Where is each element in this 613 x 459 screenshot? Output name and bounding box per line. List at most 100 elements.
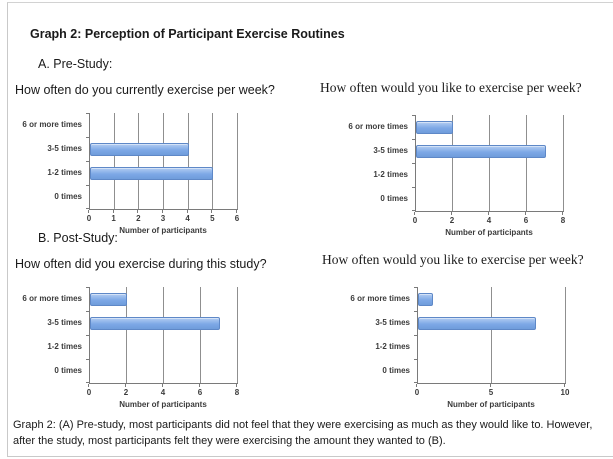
- bar-3-5-times: [90, 317, 220, 330]
- x-axis-tick: [125, 384, 126, 387]
- y-axis-tick: [86, 113, 90, 114]
- x-axis-tick: [490, 384, 491, 387]
- y-axis-tick: [412, 163, 416, 164]
- y-axis-tick: [414, 359, 418, 360]
- category-label: 0 times: [382, 366, 410, 375]
- x-axis-ticks: 0 2 4 6 8: [87, 384, 240, 399]
- gridline: [452, 115, 453, 211]
- category-label: 3-5 times: [47, 318, 82, 327]
- bar-6-or-more-times: [90, 293, 127, 306]
- y-axis-tick: [412, 139, 416, 140]
- x-tick-label: 2: [136, 214, 141, 223]
- x-tick-label: 8: [560, 216, 566, 225]
- plot-area: [412, 115, 564, 212]
- gridline: [565, 287, 566, 383]
- x-tick-label: 4: [185, 214, 190, 223]
- x-axis-tick: [451, 212, 452, 215]
- y-axis-labels: 6 or more times 3-5 times 1-2 times 0 times: [320, 115, 415, 211]
- x-tick-label: 4: [160, 388, 166, 397]
- y-axis-tick: [86, 137, 90, 138]
- x-axis-tick: [162, 384, 163, 387]
- plot-area: [414, 287, 566, 384]
- y-axis-labels: 6 or more times 3-5 times 1-2 times 0 times: [15, 287, 89, 383]
- x-axis-tick: [88, 210, 89, 213]
- gridline: [200, 287, 201, 383]
- y-axis-tick: [86, 287, 90, 288]
- x-axis-tick: [416, 384, 417, 387]
- bar-3-5-times: [90, 143, 189, 156]
- y-axis-tick: [414, 382, 418, 383]
- category-label: 0 times: [54, 366, 82, 375]
- gridline: [113, 113, 115, 209]
- x-axis-tick: [137, 210, 139, 213]
- x-axis-tick: [236, 384, 237, 387]
- gridline: [163, 113, 164, 209]
- x-tick-label: 5: [210, 214, 215, 223]
- x-axis-title: Number of participants: [119, 226, 207, 235]
- gridline: [126, 287, 127, 383]
- x-tick-label: 6: [197, 388, 203, 397]
- gridline: [526, 115, 527, 211]
- y-axis-tick: [414, 335, 418, 336]
- x-tick-label: 10: [560, 388, 570, 397]
- category-label: 3-5 times: [375, 318, 410, 327]
- y-axis-tick: [86, 311, 90, 312]
- category-label: 6 or more times: [348, 122, 408, 131]
- category-label: 1-2 times: [375, 342, 410, 351]
- category-label: 1-2 times: [47, 168, 82, 177]
- x-axis-tick: [414, 212, 415, 215]
- x-axis-tick: [564, 384, 565, 387]
- y-axis-tick: [86, 185, 90, 186]
- chart-title: How often would you like to exercise per…: [322, 252, 584, 267]
- y-axis-tick: [412, 210, 416, 211]
- chart-body: 6 or more times 3-5 times 1-2 times 0 times: [15, 113, 275, 210]
- y-axis-tick: [414, 287, 418, 288]
- chart-title: How often do you currently exercise per …: [15, 83, 275, 97]
- chart-body: 6 or more times 3-5 times 1-2 times 0 times: [322, 287, 584, 384]
- chart-body: 6 or more times 3-5 times 1-2 times 0 times: [15, 287, 267, 384]
- x-tick-label: 0: [414, 388, 420, 397]
- y-axis-labels: 6 or more times 3-5 times 1-2 times 0 times: [15, 113, 89, 209]
- y-axis-tick: [412, 187, 416, 188]
- x-tick-label: 8: [234, 388, 240, 397]
- gridline: [187, 113, 189, 209]
- y-axis-tick: [86, 359, 90, 360]
- x-tick-label: 5: [488, 388, 494, 397]
- x-tick-label: 1: [111, 214, 116, 223]
- x-axis-tick: [199, 384, 200, 387]
- category-label: 0 times: [380, 194, 408, 203]
- gridline: [212, 113, 214, 209]
- x-tick-label: 2: [449, 216, 455, 225]
- x-axis-tick: [88, 384, 89, 387]
- x-axis-tick: [162, 210, 163, 213]
- chart-post-desired: How often would you like to exercise per…: [322, 251, 584, 409]
- plot-area: [86, 113, 238, 210]
- gridline: [237, 113, 238, 209]
- category-label: 6 or more times: [22, 120, 82, 129]
- y-axis-tick: [86, 161, 90, 162]
- x-axis-tick: [562, 212, 563, 215]
- page-title: Graph 2: Perception of Participant Exerc…: [30, 27, 345, 41]
- x-axis-ticks: 0 2 4 6 8: [412, 212, 566, 227]
- y-axis-labels: 6 or more times 3-5 times 1-2 times 0 times: [322, 287, 417, 383]
- x-axis-title: Number of participants: [119, 400, 207, 409]
- x-axis-ticks: 0 5 10: [414, 384, 569, 399]
- x-axis-title: Number of participants: [445, 228, 533, 237]
- gridline: [138, 113, 140, 209]
- x-tick-label: 4: [486, 216, 492, 225]
- bar-3-5-times: [416, 145, 546, 158]
- y-axis-tick: [412, 115, 416, 116]
- x-axis-ticks: 0 1 2 3 4 5 6: [87, 210, 239, 225]
- gridline: [163, 287, 164, 383]
- y-axis-tick: [86, 382, 90, 383]
- x-tick-label: 0: [412, 216, 418, 225]
- bar-1-2-times: [90, 167, 214, 180]
- bar-6-or-more-times: [416, 121, 453, 134]
- x-tick-label: 3: [160, 214, 166, 223]
- chart-pre-desired: How often would you like to exercise per…: [320, 79, 582, 237]
- chart-body: 6 or more times 3-5 times 1-2 times 0 times: [320, 115, 582, 212]
- category-label: 3-5 times: [373, 146, 408, 155]
- x-axis-tick: [488, 212, 489, 215]
- chart-pre-current: How often do you currently exercise per …: [15, 83, 275, 235]
